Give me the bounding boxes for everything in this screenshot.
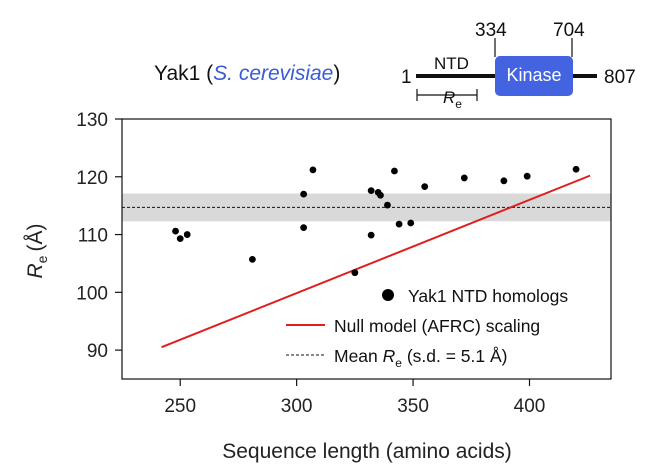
data-point-15 [407,219,415,227]
domain-start-label: 1 [401,67,412,88]
y-axis-title: Re(Å) [24,224,50,279]
plot-frame [121,118,612,380]
data-point-4 [300,190,308,198]
domain-end-label: 807 [604,67,636,88]
legend-label-homologs: Yak1 NTD homologs [408,286,568,306]
data-point-16 [421,183,429,191]
x-tick-label: 300 [281,396,313,417]
kinase-label: Kinase [506,65,561,85]
ntd-label: NTD [434,54,469,73]
legend-label-mean: Mean Re (s.d. = 5.1 Å) [334,346,508,370]
legend-point-marker [382,289,394,301]
x-tick-label: 250 [164,396,196,417]
data-point-11 [377,191,384,199]
data-point-3 [249,256,256,263]
legend-label-null-model: Null model (AFRC) scaling [334,316,540,336]
y-tick-label: 130 [76,110,108,131]
domain-diagram: Yak1 (S. cerevisiae) 1 NTD Re 334 704 Ki… [154,20,636,111]
x-axis-title: Sequence length (amino acids) [222,440,512,463]
protein-title: Yak1 (S. cerevisiae) [154,62,340,85]
y-tick-label: 110 [78,226,108,247]
species-name: S. cerevisiae [213,62,333,85]
kinase-end-label: 704 [553,20,585,41]
data-point-9 [367,231,375,239]
data-points [172,165,580,277]
y-tick-label: 90 [87,341,108,362]
x-tick-label: 350 [397,396,429,417]
data-point-5 [300,224,308,232]
data-point-20 [572,165,580,173]
re-span-label: Re [443,88,462,111]
x-tick-label: 400 [514,396,546,417]
data-point-14 [395,220,403,228]
legend: Yak1 NTD homologs Null model (AFRC) scal… [286,286,568,370]
x-axis-ticks: 250 300 350 400 [164,379,545,417]
data-point-19 [523,172,531,180]
data-point-6 [309,166,317,174]
kinase-domain-box [495,56,573,96]
y-tick-label: 100 [76,283,108,304]
data-point-18 [500,177,508,185]
data-point-7 [351,269,359,277]
kinase-start-label: 334 [475,20,507,41]
data-point-0 [172,227,179,235]
data-point-17 [460,174,468,182]
data-point-12 [384,201,391,209]
data-point-1 [176,235,184,243]
null-model-line [161,174,591,349]
y-tick-label: 120 [76,168,108,189]
data-point-2 [183,231,191,238]
data-point-8 [367,187,375,195]
y-axis-ticks: 90 100 110 120 130 [76,110,122,362]
data-point-13 [391,167,398,175]
plot-area: 250 300 350 400 90 100 110 120 130 [76,110,612,417]
